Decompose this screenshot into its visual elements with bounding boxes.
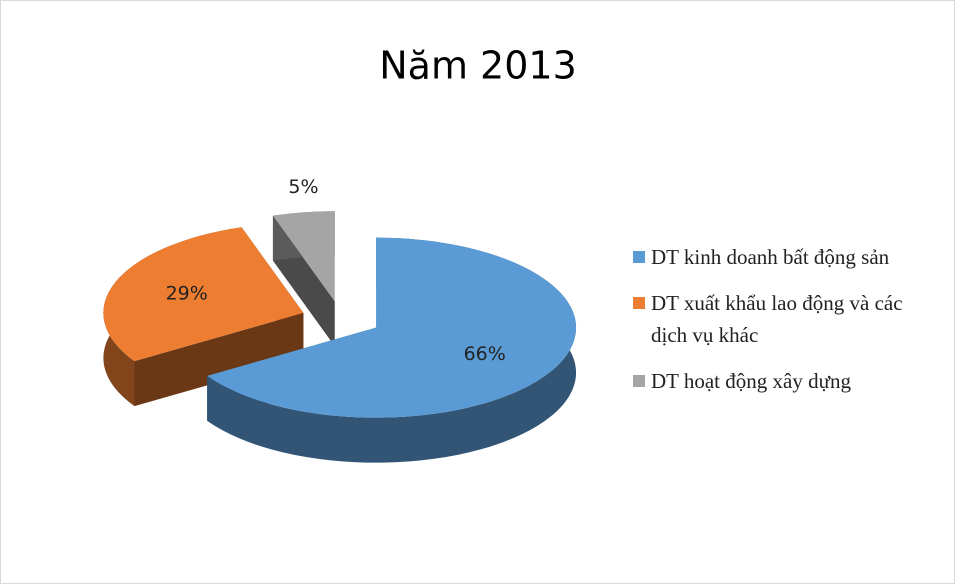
slice — [207, 237, 577, 418]
legend-swatch — [633, 297, 645, 309]
slice-wall — [134, 312, 304, 407]
legend-item: DT xuất khẩu lao động và các dịch vụ khá… — [633, 287, 943, 351]
slice — [103, 227, 304, 362]
slice — [272, 211, 335, 302]
legend-label: DT xuất khẩu lao động và các dịch vụ khá… — [651, 291, 903, 347]
data-label: 66% — [464, 343, 506, 365]
legend-swatch — [633, 251, 645, 263]
data-label: 5% — [288, 176, 318, 198]
legend: DT kinh doanh bất động sản DT xuất khẩu l… — [633, 241, 943, 411]
legend-item: DT hoạt động xây dựng — [633, 365, 943, 397]
chart-title: Năm 2013 — [379, 44, 577, 88]
legend-item: DT kinh doanh bất động sản — [633, 241, 943, 273]
legend-label: DT kinh doanh bất động sản — [651, 245, 890, 269]
data-label: 29% — [166, 283, 208, 305]
legend-label: DT hoạt động xây dựng — [651, 369, 851, 393]
legend-swatch — [633, 375, 645, 387]
